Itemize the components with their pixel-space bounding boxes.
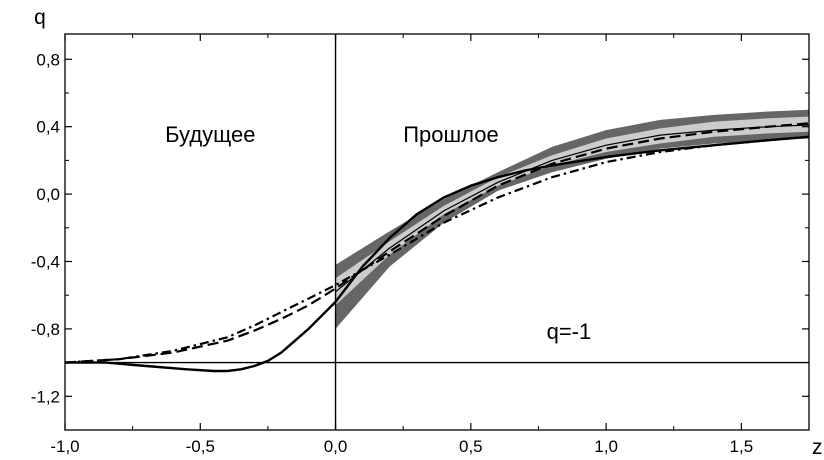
reference-lines: [65, 34, 809, 430]
annotation-q-minus-one: q=-1: [547, 319, 592, 344]
y-tick-labels: -1,2 -0,8 -0,4 0,0 0,4 0,8: [31, 50, 60, 406]
annotation-future: Будущее: [165, 122, 255, 147]
y-axis-label: q: [34, 6, 46, 29]
x-axis-label: z: [812, 436, 823, 459]
series-line-dashed: [64, 122, 810, 364]
x-tick-labels: -1,0 -0,5 0,0 0,5 1,0 1,5: [50, 437, 753, 456]
x-tick-label: 0,5: [459, 437, 483, 456]
data-series: [64, 122, 810, 373]
y-tick-label: -0,4: [31, 252, 60, 271]
series-line-dash-dot: [64, 135, 810, 364]
y-tick-label: -0,8: [31, 320, 60, 339]
y-tick-label: 0,8: [36, 50, 60, 69]
y-tick-label: 0,0: [36, 185, 60, 204]
plot-frame: [64, 33, 810, 431]
series-line-solid: [65, 135, 810, 373]
y-tick-label: 0,4: [36, 118, 60, 137]
x-tick-label: -0,5: [186, 437, 215, 456]
x-tick-label: 1,0: [594, 437, 618, 456]
axis-ticks: [64, 34, 809, 431]
x-tick-label: -1,0: [50, 437, 79, 456]
annotation-past: Прошлое: [403, 122, 499, 147]
x-tick-label: 1,5: [730, 437, 754, 456]
y-tick-label: -1,2: [31, 387, 60, 406]
x-tick-label: 0,0: [324, 437, 348, 456]
